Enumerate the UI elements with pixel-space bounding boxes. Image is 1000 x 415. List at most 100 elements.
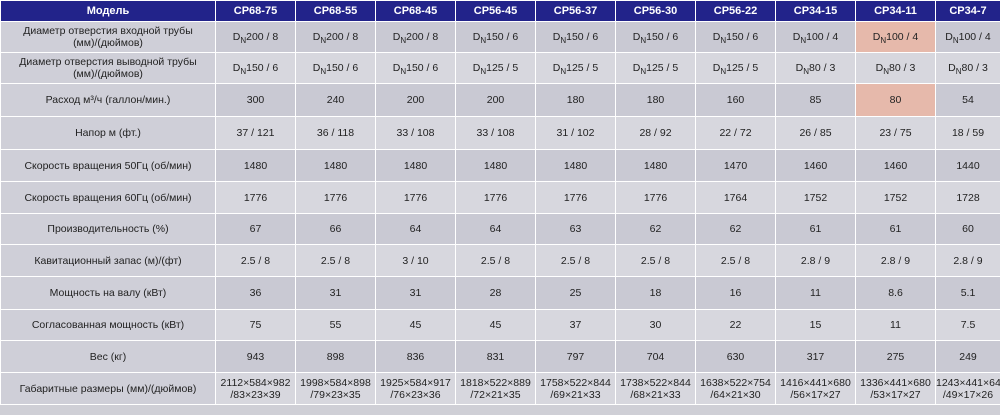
dn-subscript: N	[320, 67, 327, 77]
cell-value: 150 / 6	[406, 62, 439, 74]
table-cell: 1243×441×648 /49×17×26	[935, 372, 1000, 405]
table-cell: DN80 / 3	[935, 52, 1000, 84]
model-header-cp56-22: CP56-22	[695, 0, 776, 22]
table-cell: 180	[615, 83, 696, 117]
table-cell: 2.5 / 8	[295, 244, 376, 277]
table-cell: 1764	[695, 181, 776, 214]
table-row: Напор м (фт.) 37 / 121 36 / 118 33 / 108 33 …	[0, 116, 1000, 150]
table-row: Мощность на валу (кВт) 36 31 31 28 25 18 16 11 8.…	[0, 276, 1000, 310]
table-cell: 831	[455, 340, 536, 373]
table-cell: 23 / 75	[855, 116, 936, 150]
table-cell: 1440	[935, 149, 1000, 182]
table-row: Диаметр отверстия выводной трубы (мм)/(д…	[0, 52, 1000, 84]
table-cell: 160	[695, 83, 776, 117]
table-cell: 943	[215, 340, 296, 373]
table-cell: 36 / 118	[295, 116, 376, 150]
table-cell: 67	[215, 213, 296, 245]
dn-letter: D	[312, 31, 321, 43]
cell-value: 200 / 8	[246, 31, 279, 43]
header-row: Модель CP68-75 CP68-55 CP68-45 CP56-45 CP56-…	[0, 0, 1000, 22]
table-cell: 2.5 / 8	[535, 244, 616, 277]
dn-subscript: N	[400, 36, 407, 46]
row-label: Диаметр отверстия выводной трубы (мм)/(д…	[0, 52, 216, 84]
dn-letter: D	[552, 62, 561, 74]
table-cell: 15	[775, 309, 856, 341]
table-cell: 200	[455, 83, 536, 117]
table-cell: 1638×522×754 /64×21×30	[695, 372, 776, 405]
table-cell: 1416×441×680 /56×17×27	[775, 372, 856, 405]
table-cell: DN200 / 8	[215, 21, 296, 53]
dn-subscript: N	[320, 36, 327, 46]
dn-subscript: N	[560, 67, 567, 77]
row-label: Напор м (фт.)	[0, 116, 216, 150]
dn-letter: D	[945, 31, 953, 43]
table-cell: 1776	[535, 181, 616, 214]
table-cell: 1728	[935, 181, 1000, 214]
table-cell: 55	[295, 309, 376, 341]
table-cell: 240	[295, 83, 376, 117]
table-cell: 37 / 121	[215, 116, 296, 150]
table-cell: 1336×441×680 /53×17×27	[855, 372, 936, 405]
cell-value: 200 / 8	[326, 31, 359, 43]
dn-subscript: N	[240, 36, 247, 46]
table-cell: DN100 / 4	[855, 21, 936, 53]
dn-letter: D	[312, 62, 321, 74]
table-row: Скорость вращения 50Гц (об/мин) 1480 1480 1…	[0, 149, 1000, 182]
dn-letter: D	[948, 62, 956, 74]
dn-subscript: N	[952, 36, 959, 46]
dn-letter: D	[232, 31, 241, 43]
table-cell: 33 / 108	[375, 116, 456, 150]
table-cell: 16	[695, 276, 776, 310]
table-cell: 11	[775, 276, 856, 310]
table-cell: 1460	[775, 149, 856, 182]
model-header-cp68-55: CP68-55	[295, 0, 376, 22]
table-cell: 54	[935, 83, 1000, 117]
pump-spec-table: Модель CP68-75 CP68-55 CP68-45 CP56-45 CP56-…	[0, 0, 1000, 405]
table-cell: 630	[695, 340, 776, 373]
model-header-cp68-45: CP68-45	[375, 0, 456, 22]
model-header: Модель	[0, 0, 216, 22]
row-label: Кавитационный запас (м)/(фт)	[0, 244, 216, 277]
cell-value: 125 / 5	[486, 62, 519, 74]
table-cell: 28	[455, 276, 536, 310]
table-cell: 1480	[215, 149, 296, 182]
table-cell: 80	[855, 83, 936, 117]
table-row: Вес (кг) 943 898 836 831 797 704 630 317 275 249	[0, 340, 1000, 373]
table-cell: 45	[375, 309, 456, 341]
table-cell: 249	[935, 340, 1000, 373]
table-cell: 1752	[775, 181, 856, 214]
row-label: Диаметр отверстия входной трубы (мм)/(дю…	[0, 21, 216, 53]
table-cell: DN150 / 6	[535, 21, 616, 53]
table-cell: 1480	[375, 149, 456, 182]
table-cell: 2.5 / 8	[215, 244, 296, 277]
table-cell: 62	[615, 213, 696, 245]
table-cell: 85	[775, 83, 856, 117]
table-cell: 61	[855, 213, 936, 245]
dn-subscript: N	[880, 36, 887, 46]
table-cell: 2.8 / 9	[935, 244, 1000, 277]
table-cell: 200	[375, 83, 456, 117]
table-cell: DN80 / 3	[855, 52, 936, 84]
table-cell: 30	[615, 309, 696, 341]
table-row: Производительность (%) 67 66 64 64 63 62 62 61 61…	[0, 213, 1000, 245]
table-cell: 31	[375, 276, 456, 310]
table-cell: 317	[775, 340, 856, 373]
cell-value: 125 / 5	[566, 62, 599, 74]
dn-subscript: N	[480, 67, 487, 77]
table-cell: 7.5	[935, 309, 1000, 341]
table-cell: 1752	[855, 181, 936, 214]
table-cell: DN125 / 5	[615, 52, 696, 84]
table-cell: 62	[695, 213, 776, 245]
dn-letter: D	[792, 31, 801, 43]
cell-value: 80 / 3	[961, 62, 988, 74]
cell-value: 125 / 5	[726, 62, 759, 74]
table-cell: 22	[695, 309, 776, 341]
table-cell: DN125 / 5	[455, 52, 536, 84]
dn-subscript: N	[240, 67, 247, 77]
table-cell: DN125 / 5	[535, 52, 616, 84]
cell-value: 150 / 6	[246, 62, 279, 74]
dn-subscript: N	[803, 67, 810, 77]
table-row: Диаметр отверстия входной трубы (мм)/(дю…	[0, 21, 1000, 53]
model-header-cp34-11: CP34-11	[855, 0, 936, 22]
dn-subscript: N	[720, 67, 727, 77]
